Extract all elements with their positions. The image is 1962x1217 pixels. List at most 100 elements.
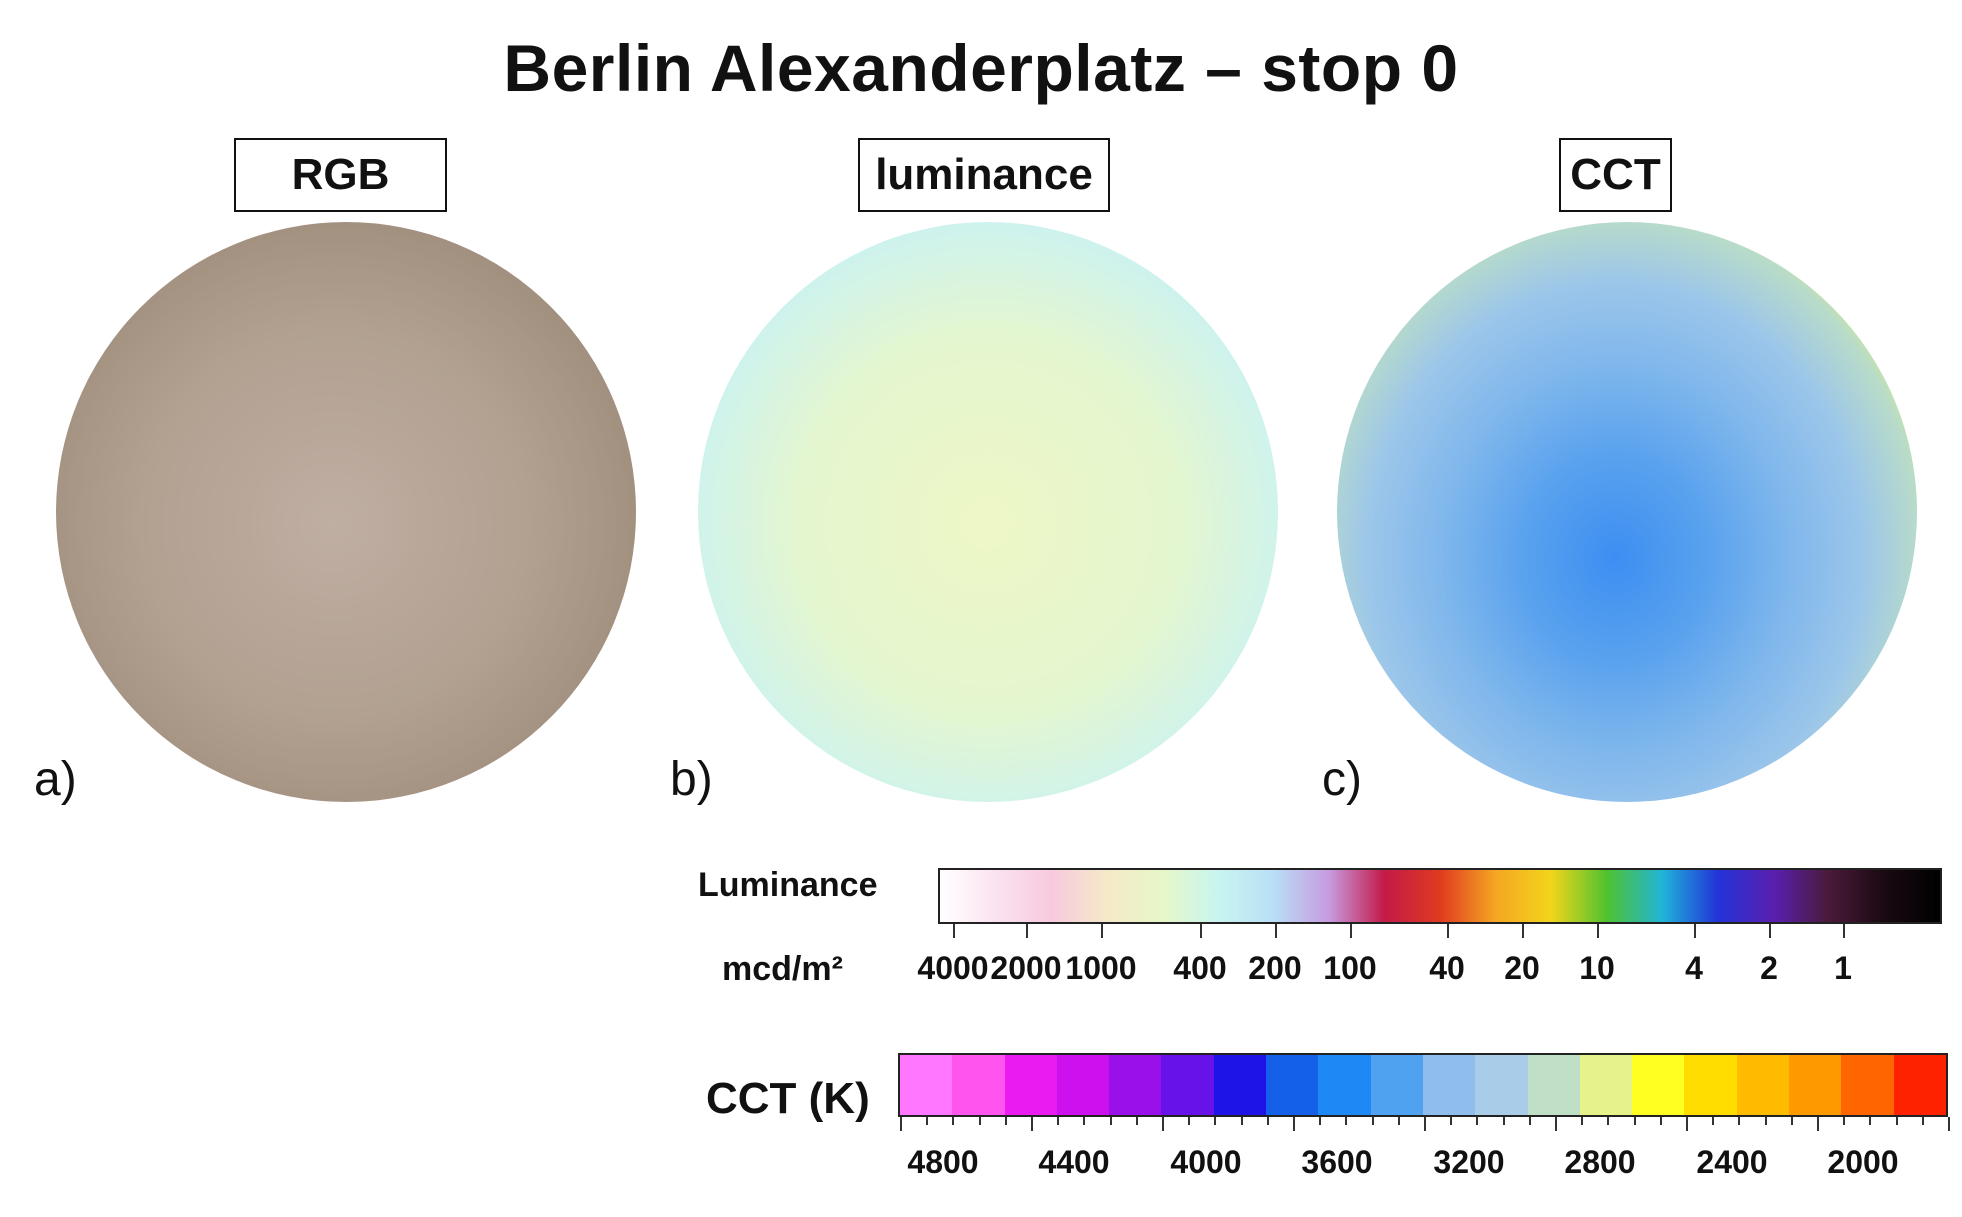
panel-letter-a: a): [34, 753, 77, 806]
luminance-tick-label: 2: [1760, 950, 1778, 986]
cct-scale-segment: [1004, 1055, 1057, 1115]
cct-scale-segment: [1841, 1055, 1894, 1115]
cct-tick: [1319, 1117, 1322, 1125]
luminance-tick-label: 4000: [917, 950, 989, 986]
cct-tick: [1424, 1117, 1426, 1131]
luminance-tick: [953, 924, 955, 938]
cct-tick: [1214, 1117, 1217, 1125]
cct-tick: [1659, 1117, 1662, 1125]
luminance-tick: [1350, 924, 1352, 938]
cct-tick: [1790, 1117, 1793, 1125]
cct-scale-segment: [1736, 1055, 1790, 1115]
panel-label-luminance: luminance: [858, 138, 1110, 212]
cct-tick: [1712, 1117, 1715, 1125]
cct-scale-segment: [1475, 1055, 1528, 1115]
luminance-color-scale: [938, 868, 1942, 924]
cct-scale-segment: [1789, 1055, 1842, 1115]
cct-tick: [1528, 1117, 1531, 1125]
cct-tick: [1581, 1117, 1584, 1125]
cct-tick: [1031, 1117, 1033, 1131]
cct-scale-segment: [1684, 1055, 1737, 1115]
cct-scale-segment: [1266, 1055, 1319, 1115]
luminance-tick-label: 2000: [990, 950, 1062, 986]
cct-tick-label: 2000: [1827, 1144, 1899, 1180]
cct-tick: [1502, 1117, 1505, 1125]
luminance-fisheye-image: [698, 222, 1278, 802]
cct-tick: [1450, 1117, 1453, 1125]
cct-tick: [1555, 1117, 1557, 1131]
luminance-tick: [1769, 924, 1771, 938]
luminance-tick-label: 1000: [1065, 950, 1137, 986]
cct-tick: [1607, 1117, 1610, 1125]
panel-label-cct: CCT: [1559, 138, 1672, 212]
cct-tick-label: 3600: [1301, 1144, 1373, 1180]
cct-tick: [926, 1117, 929, 1125]
cct-tick-label: 4000: [1170, 1144, 1242, 1180]
panel-letter-b: b): [670, 753, 713, 806]
luminance-legend-unit: mcd/m²: [722, 950, 843, 988]
luminance-tick-label: 1: [1834, 950, 1852, 986]
luminance-tick-label: 20: [1504, 950, 1540, 986]
cct-tick: [1345, 1117, 1348, 1125]
luminance-tick-label: 400: [1173, 950, 1227, 986]
rgb-fisheye-image: [56, 222, 636, 802]
cct-tick: [1633, 1117, 1636, 1125]
cct-tick: [952, 1117, 955, 1125]
cct-tick-label: 2800: [1564, 1144, 1636, 1180]
cct-scale-segment: [952, 1055, 1005, 1115]
cct-fisheye-image: [1337, 222, 1917, 802]
luminance-tick: [1026, 924, 1028, 938]
cct-tick: [1135, 1117, 1138, 1125]
cct-tick: [1895, 1117, 1898, 1125]
cct-tick: [1371, 1117, 1374, 1125]
cct-tick-label: 4800: [907, 1144, 979, 1180]
cct-tick: [1188, 1117, 1191, 1125]
cct-tick: [1869, 1117, 1872, 1125]
cct-tick: [1476, 1117, 1479, 1125]
cct-tick: [1266, 1117, 1269, 1125]
luminance-tick: [1597, 924, 1599, 938]
cct-tick: [900, 1117, 902, 1131]
cct-scale-segment: [1318, 1055, 1371, 1115]
luminance-tick: [1447, 924, 1449, 938]
cct-scale-segment: [1161, 1055, 1214, 1115]
cct-tick: [1921, 1117, 1924, 1125]
cct-tick: [978, 1117, 981, 1125]
cct-tick: [1109, 1117, 1112, 1125]
cct-scale-segment: [1109, 1055, 1162, 1115]
cct-tick: [1057, 1117, 1060, 1125]
cct-scale-segment: [1893, 1055, 1946, 1115]
cct-tick: [1948, 1117, 1950, 1131]
luminance-tick: [1522, 924, 1524, 938]
cct-tick: [1843, 1117, 1846, 1125]
cct-scale-segment: [900, 1055, 953, 1115]
cct-scale-segment: [1422, 1055, 1476, 1115]
cct-tick: [1083, 1117, 1086, 1125]
cct-color-scale: [898, 1053, 1948, 1117]
cct-tick: [1817, 1117, 1819, 1131]
cct-tick: [1004, 1117, 1007, 1125]
cct-scale-segment: [1579, 1055, 1633, 1115]
luminance-tick-label: 10: [1579, 950, 1615, 986]
luminance-tick: [1843, 924, 1845, 938]
cct-scale-segment: [1527, 1055, 1580, 1115]
cct-tick: [1240, 1117, 1243, 1125]
cct-tick-label: 3200: [1433, 1144, 1505, 1180]
cct-tick: [1764, 1117, 1767, 1125]
cct-tick: [1686, 1117, 1688, 1131]
cct-tick: [1162, 1117, 1164, 1131]
luminance-tick: [1694, 924, 1696, 938]
luminance-tick-label: 200: [1248, 950, 1302, 986]
panel-label-rgb: RGB: [234, 138, 447, 212]
luminance-tick: [1200, 924, 1202, 938]
cct-tick-label: 4400: [1038, 1144, 1110, 1180]
cct-scale-segment: [1056, 1055, 1110, 1115]
figure-title: Berlin Alexanderplatz – stop 0: [503, 31, 1459, 105]
luminance-tick-label: 40: [1429, 950, 1465, 986]
cct-tick: [1397, 1117, 1400, 1125]
luminance-tick-label: 100: [1323, 950, 1377, 986]
luminance-tick: [1275, 924, 1277, 938]
cct-tick: [1738, 1117, 1741, 1125]
luminance-tick: [1101, 924, 1103, 938]
cct-scale-segment: [1213, 1055, 1267, 1115]
